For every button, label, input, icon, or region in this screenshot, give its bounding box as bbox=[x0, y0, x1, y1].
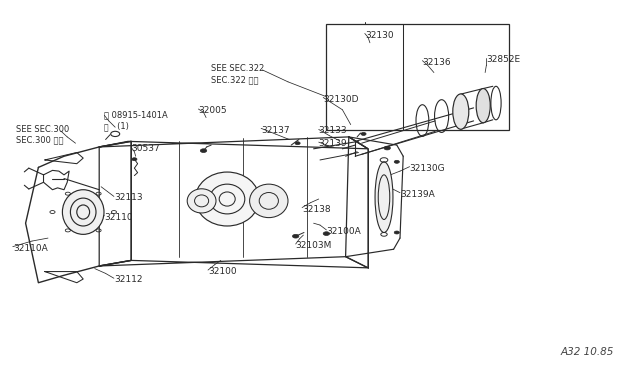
Text: 30537: 30537 bbox=[131, 144, 160, 153]
Text: 32137: 32137 bbox=[261, 126, 290, 135]
Text: 32139: 32139 bbox=[319, 140, 348, 148]
Text: 32112: 32112 bbox=[114, 275, 143, 284]
Text: Ⓦ 08915-1401A
     (1): Ⓦ 08915-1401A (1) bbox=[104, 111, 168, 131]
Text: 32103M: 32103M bbox=[296, 241, 332, 250]
Ellipse shape bbox=[200, 149, 207, 153]
Text: 32130D: 32130D bbox=[323, 95, 358, 104]
Text: SEE SEC.322
SEC.322 参照: SEE SEC.322 SEC.322 参照 bbox=[211, 64, 264, 84]
Ellipse shape bbox=[361, 132, 366, 135]
Text: 32110: 32110 bbox=[104, 213, 133, 222]
Text: 32110A: 32110A bbox=[13, 244, 47, 253]
Text: 32136: 32136 bbox=[422, 58, 451, 67]
Text: 32852E: 32852E bbox=[486, 55, 520, 64]
Text: 32139A: 32139A bbox=[400, 190, 435, 199]
Ellipse shape bbox=[63, 190, 104, 234]
Text: 32138: 32138 bbox=[302, 205, 331, 214]
Ellipse shape bbox=[375, 162, 393, 232]
Text: 32130: 32130 bbox=[365, 31, 394, 39]
Ellipse shape bbox=[323, 232, 330, 235]
Ellipse shape bbox=[292, 234, 299, 238]
Ellipse shape bbox=[132, 158, 137, 161]
Ellipse shape bbox=[295, 142, 300, 145]
Text: 32100: 32100 bbox=[208, 267, 237, 276]
Ellipse shape bbox=[384, 146, 390, 150]
Text: 32113: 32113 bbox=[114, 193, 143, 202]
Text: 32005: 32005 bbox=[198, 106, 227, 115]
Ellipse shape bbox=[394, 231, 399, 234]
Ellipse shape bbox=[195, 172, 259, 226]
Text: A32 10.85: A32 10.85 bbox=[561, 347, 614, 357]
Ellipse shape bbox=[394, 160, 399, 163]
Text: SEE SEC.300
SEC.300 参照: SEE SEC.300 SEC.300 参照 bbox=[16, 125, 69, 145]
Text: 32130G: 32130G bbox=[410, 164, 445, 173]
Bar bbox=[326, 24, 509, 130]
Ellipse shape bbox=[453, 94, 468, 129]
Ellipse shape bbox=[250, 184, 288, 218]
Text: 32100A: 32100A bbox=[326, 227, 361, 236]
Text: 32133: 32133 bbox=[319, 126, 348, 135]
Ellipse shape bbox=[476, 89, 490, 123]
Text: Ⓦ: Ⓦ bbox=[103, 124, 108, 133]
Ellipse shape bbox=[187, 189, 216, 213]
